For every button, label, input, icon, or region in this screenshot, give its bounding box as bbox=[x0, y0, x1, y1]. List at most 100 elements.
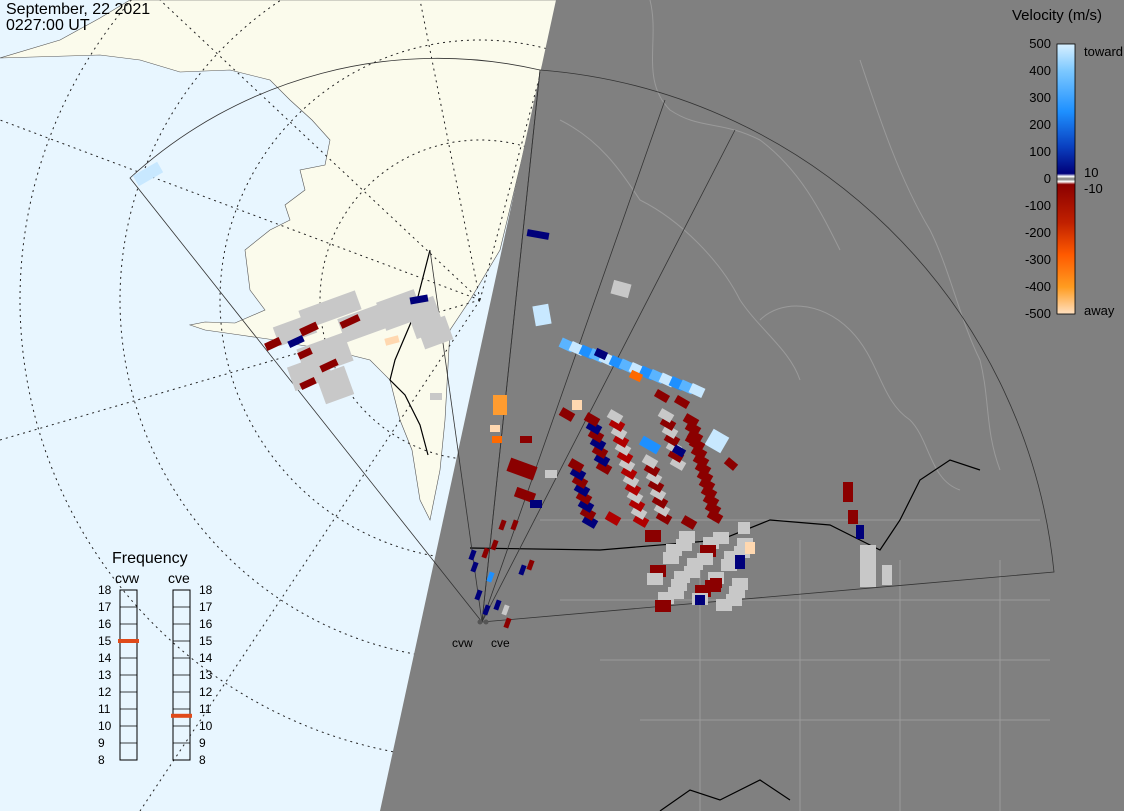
velocity-cell bbox=[490, 425, 500, 432]
velocity-cell bbox=[319, 358, 339, 373]
velocity-cell bbox=[726, 594, 742, 606]
velocity-cell bbox=[692, 453, 710, 468]
site-label-cve: cve bbox=[491, 636, 510, 650]
colorbar-tick-label: 300 bbox=[1029, 90, 1051, 105]
frequency-tick-label: 8 bbox=[98, 753, 105, 767]
velocity-cell bbox=[856, 525, 864, 539]
velocity-cell bbox=[493, 599, 502, 611]
velocity-cell bbox=[624, 481, 642, 496]
velocity-cell bbox=[587, 428, 605, 443]
velocity-cell bbox=[620, 465, 638, 480]
velocity-cells bbox=[132, 161, 892, 629]
velocity-cell bbox=[626, 489, 644, 504]
velocity-cell bbox=[655, 510, 673, 525]
velocity-cell bbox=[700, 485, 718, 500]
frequency-tick-label: 14 bbox=[98, 651, 112, 665]
velocity-cell bbox=[526, 229, 550, 240]
frequency-tick-label: 18 bbox=[98, 583, 112, 597]
velocity-cell bbox=[409, 294, 429, 305]
velocity-cell bbox=[589, 436, 607, 451]
frequency-tick-label: 10 bbox=[98, 719, 112, 733]
velocity-cell bbox=[690, 445, 708, 460]
velocity-cell bbox=[571, 474, 589, 489]
velocity-cell bbox=[713, 532, 729, 544]
velocity-cell bbox=[655, 600, 671, 612]
velocity-cell bbox=[572, 400, 582, 410]
velocity-cell bbox=[860, 545, 876, 587]
velocity-cell bbox=[663, 432, 681, 447]
velocity-cell bbox=[668, 587, 684, 599]
velocity-cell bbox=[510, 519, 519, 531]
velocity-cell bbox=[606, 409, 624, 424]
velocity-cell bbox=[501, 604, 510, 616]
frequency-tick-label: 15 bbox=[98, 634, 112, 648]
velocity-cell bbox=[616, 449, 634, 464]
velocity-cell bbox=[608, 417, 626, 432]
velocity-cell bbox=[710, 578, 722, 588]
velocity-cell bbox=[610, 279, 632, 299]
velocity-cell bbox=[287, 334, 305, 349]
colorbar-tick-label: 0 bbox=[1043, 171, 1051, 186]
frequency-tick-label: 8 bbox=[199, 753, 206, 767]
velocity-cell bbox=[337, 302, 393, 343]
site-label-cvw: cvw bbox=[452, 636, 473, 650]
velocity-cell bbox=[684, 433, 700, 447]
velocity-cell bbox=[702, 493, 720, 508]
velocity-cell bbox=[647, 478, 665, 493]
velocity-cell bbox=[628, 369, 644, 383]
velocity-cell bbox=[651, 494, 669, 509]
velocity-cell bbox=[680, 515, 698, 530]
colorbar-tick-label: 200 bbox=[1029, 117, 1051, 132]
velocity-cell bbox=[645, 530, 661, 542]
colorbar-away-label: away bbox=[1084, 303, 1115, 318]
velocity-cell bbox=[530, 500, 542, 508]
velocity-cell bbox=[573, 482, 591, 497]
velocity-cell bbox=[735, 555, 745, 569]
velocity-cell bbox=[641, 454, 659, 469]
velocity-cell bbox=[272, 313, 318, 347]
velocity-cell bbox=[339, 314, 361, 329]
frequency-tick-label: 13 bbox=[199, 668, 213, 682]
plot-time: 0227:00 UT bbox=[6, 17, 90, 34]
velocity-cell bbox=[506, 457, 538, 481]
velocity-cell bbox=[682, 413, 700, 428]
velocity-cell bbox=[632, 513, 650, 528]
velocity-cell bbox=[604, 511, 622, 526]
velocity-cell bbox=[558, 407, 576, 422]
velocity-cell bbox=[593, 452, 611, 467]
frequency-radar-cve: cve bbox=[168, 570, 190, 586]
velocity-cell bbox=[630, 505, 648, 520]
velocity-cell bbox=[493, 395, 507, 415]
velocity-cell bbox=[704, 428, 730, 454]
velocity-cell bbox=[430, 393, 442, 400]
velocity-cell bbox=[581, 514, 599, 529]
velocity-cell bbox=[645, 470, 663, 485]
velocity-cell bbox=[696, 469, 714, 484]
frequency-tick-label: 13 bbox=[98, 668, 112, 682]
velocity-cell bbox=[579, 506, 597, 521]
frequency-tick-label: 17 bbox=[98, 600, 112, 614]
velocity-cell bbox=[612, 433, 630, 448]
velocity-cell bbox=[474, 589, 483, 601]
velocity-cell bbox=[704, 501, 722, 516]
velocity-cell bbox=[482, 604, 491, 616]
velocity-cell bbox=[518, 564, 527, 576]
velocity-cell bbox=[684, 566, 700, 578]
frequency-tick-label: 11 bbox=[199, 702, 212, 716]
colorbar-tick-label: -100 bbox=[1024, 198, 1051, 213]
velocity-cell bbox=[667, 448, 685, 463]
frequency-tick-label: 10 bbox=[199, 719, 213, 733]
velocity-cell bbox=[628, 497, 646, 512]
velocity-cell bbox=[526, 559, 535, 571]
frequency-tick-label: 15 bbox=[199, 634, 213, 648]
velocity-cell bbox=[297, 347, 313, 360]
velocity-cell bbox=[698, 477, 716, 492]
frequency-tick-label: 17 bbox=[199, 600, 213, 614]
velocity-cell bbox=[721, 559, 737, 571]
plot-date: September, 22 2021 bbox=[6, 1, 151, 18]
frequency-tick-label: 9 bbox=[199, 736, 206, 750]
velocity-cell bbox=[723, 457, 739, 471]
velocity-cell bbox=[653, 389, 671, 403]
frequency-ladders bbox=[118, 589, 192, 761]
